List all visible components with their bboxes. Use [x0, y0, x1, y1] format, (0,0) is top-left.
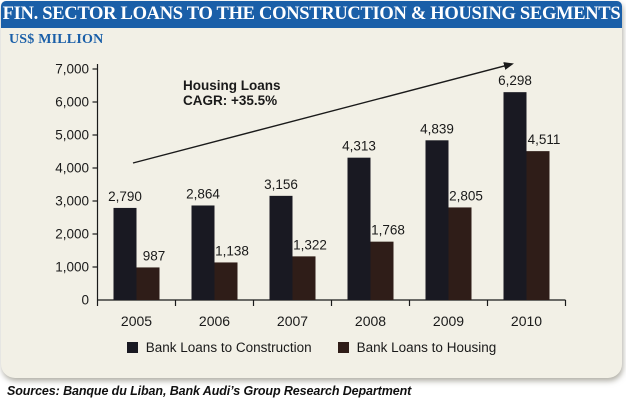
chart-panel: FIN. SECTOR LOANS TO THE CONSTRUCTION & …	[1, 1, 622, 378]
value-label-construction: 4,313	[342, 139, 376, 154]
year-label: 2009	[433, 313, 464, 329]
y-tick-label: 0	[81, 293, 89, 308]
bar-construction-2005	[113, 207, 137, 300]
year-label: 2008	[355, 313, 386, 329]
axis-unit-label: US$ MILLION	[9, 32, 104, 47]
legend-item-construction: Bank Loans to Construction	[126, 340, 312, 355]
chart-header: FIN. SECTOR LOANS TO THE CONSTRUCTION & …	[1, 1, 622, 28]
cagr-annotation: Housing Loans CAGR: +35.5%	[183, 78, 281, 108]
bar-housing-2005	[136, 267, 160, 300]
y-tick-label: 3,000	[55, 194, 89, 209]
legend: Bank Loans to Construction Bank Loans to…	[1, 340, 622, 355]
year-label: 2010	[511, 313, 542, 329]
value-label-housing: 2,805	[449, 188, 483, 203]
y-tick-label: 5,000	[55, 128, 89, 143]
year-label: 2007	[277, 313, 308, 329]
value-label-housing: 1,768	[371, 223, 405, 238]
y-tick-label: 1,000	[55, 260, 89, 275]
y-tick-label: 6,000	[55, 95, 89, 110]
bar-housing-2010	[526, 151, 550, 300]
trend-arrow	[132, 62, 514, 164]
value-label-housing: 987	[143, 248, 166, 263]
bar-housing-2008	[370, 241, 394, 300]
annotation-cagr-value: CAGR: +35.5%	[183, 93, 278, 108]
legend-item-housing: Bank Loans to Housing	[337, 340, 497, 355]
value-label-housing: 4,511	[528, 132, 561, 147]
bar-construction-2008	[347, 157, 371, 300]
bar-construction-2009	[425, 140, 449, 300]
value-label-construction: 3,156	[264, 177, 298, 192]
y-tick-label: 2,000	[55, 227, 89, 242]
year-label: 2006	[199, 313, 230, 329]
chart-svg: 0 1,000 2,000 3,000 4,000 5,000 6,000 7,000 2,79…	[55, 62, 567, 329]
y-tick-label: 7,000	[55, 62, 89, 77]
bar-housing-2009	[448, 207, 472, 300]
value-label-construction: 4,839	[420, 121, 454, 136]
chart-title: FIN. SECTOR LOANS TO THE CONSTRUCTION & …	[2, 4, 621, 24]
year-label: 2005	[121, 313, 152, 329]
housing-swatch-icon	[337, 342, 349, 353]
bar-construction-2007	[269, 195, 293, 300]
sources-note: Sources: Banque du Liban, Bank Audi’s Gr…	[7, 384, 412, 398]
y-tick-label: 4,000	[55, 161, 89, 176]
bar-housing-2007	[292, 256, 316, 300]
bar-housing-2006	[214, 262, 238, 300]
value-label-housing: 1,138	[215, 243, 249, 258]
value-label-construction: 2,864	[186, 186, 220, 201]
construction-swatch-icon	[126, 342, 138, 353]
value-label-construction: 2,790	[108, 189, 142, 204]
bar-construction-2010	[503, 92, 527, 300]
annotation-series-label: Housing Loans	[183, 78, 281, 93]
bar-construction-2006	[191, 205, 215, 300]
value-label-construction: 6,298	[498, 73, 532, 88]
value-label-housing: 1,322	[293, 237, 327, 252]
legend-label-housing: Bank Loans to Housing	[356, 340, 497, 355]
legend-label-construction: Bank Loans to Construction	[145, 340, 312, 355]
